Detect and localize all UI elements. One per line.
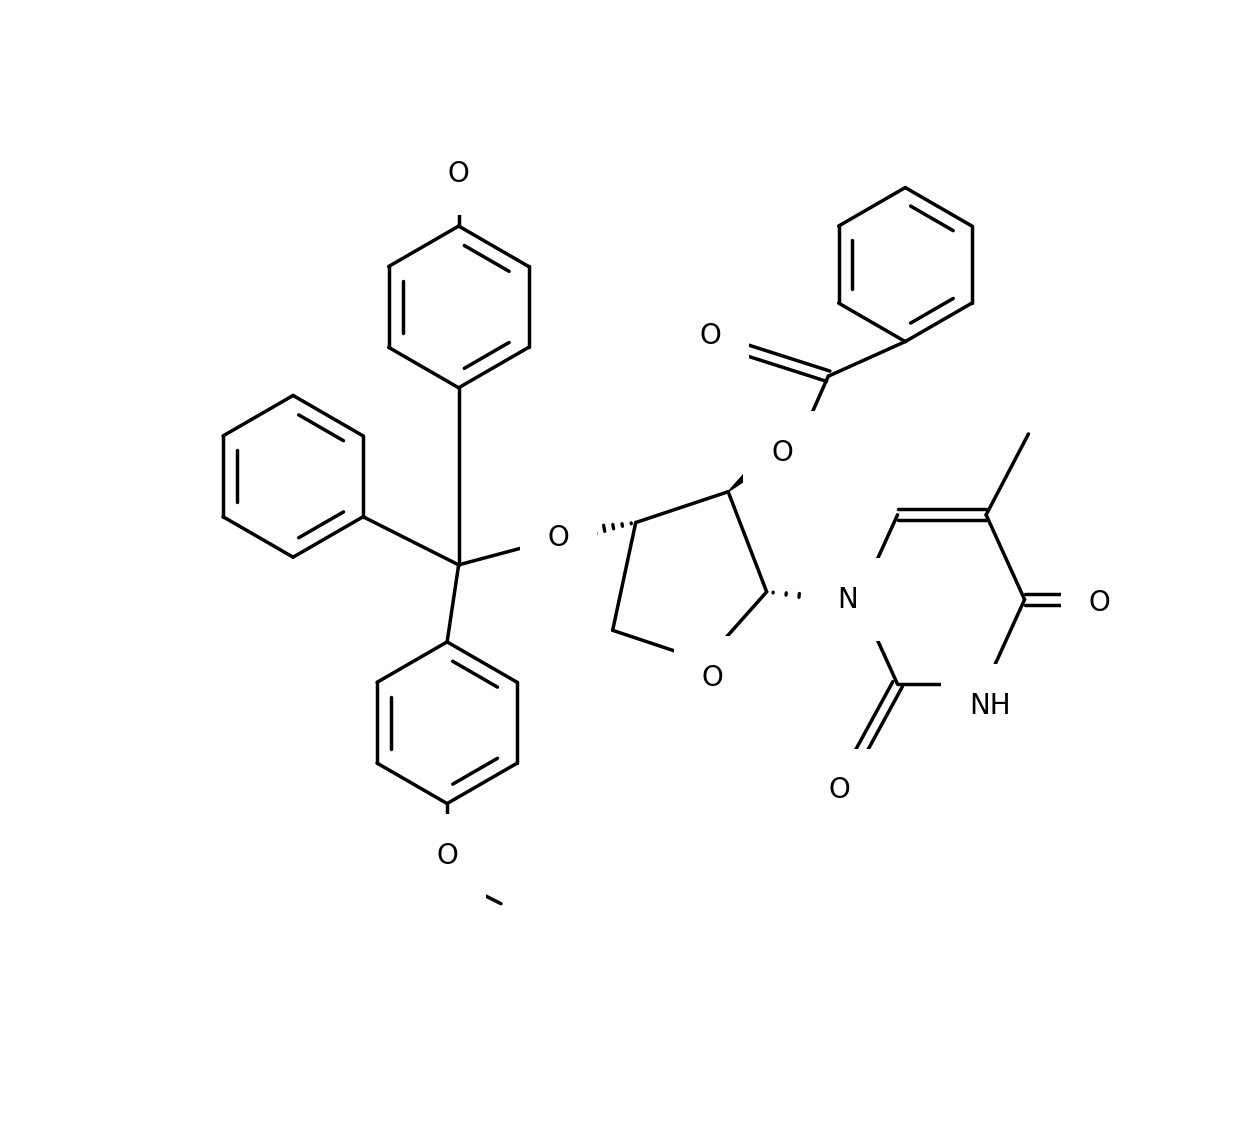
Text: O: O <box>702 664 724 692</box>
Text: O: O <box>828 777 851 804</box>
Text: O: O <box>771 439 792 468</box>
Text: O: O <box>436 842 458 870</box>
Text: O: O <box>1088 589 1110 618</box>
Text: O: O <box>548 524 570 552</box>
Polygon shape <box>728 452 773 492</box>
Text: O: O <box>699 322 722 351</box>
Text: O: O <box>448 159 469 188</box>
Text: N: N <box>837 586 858 613</box>
Text: NH: NH <box>969 692 1011 720</box>
